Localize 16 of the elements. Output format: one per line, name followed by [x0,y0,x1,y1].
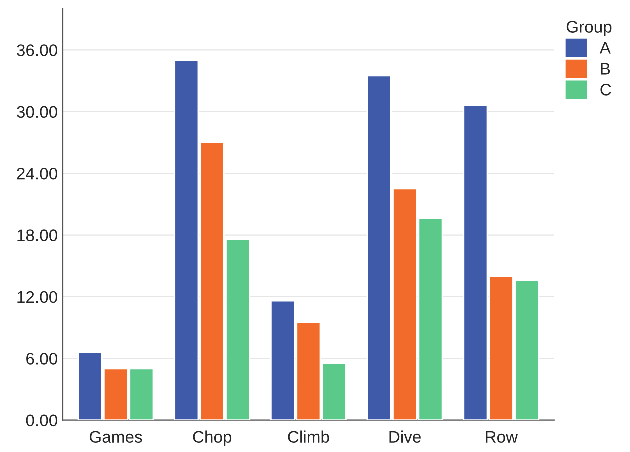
x-tick-label: Row [486,431,518,444]
x-tick-label: Dive [390,430,421,444]
x-tick-label: Chop [193,430,232,446]
legend-label: A [600,42,611,54]
y-tick-label: 12.00 [18,291,58,304]
y-tick-label: 24.00 [17,168,58,180]
x-tick-label: Climb [288,430,330,444]
y-tick-label: 36.00 [17,44,58,56]
legend-label: B [601,63,610,75]
legend-title: Group [566,21,612,36]
y-tick-label: 18.00 [18,230,58,242]
y-tick-label: 6.00 [26,353,58,365]
y-tick-label: 0.00 [26,414,58,427]
x-tick-label: Games [90,431,142,444]
y-tick-label: 30.00 [17,106,58,118]
legend-label: C [600,84,612,96]
